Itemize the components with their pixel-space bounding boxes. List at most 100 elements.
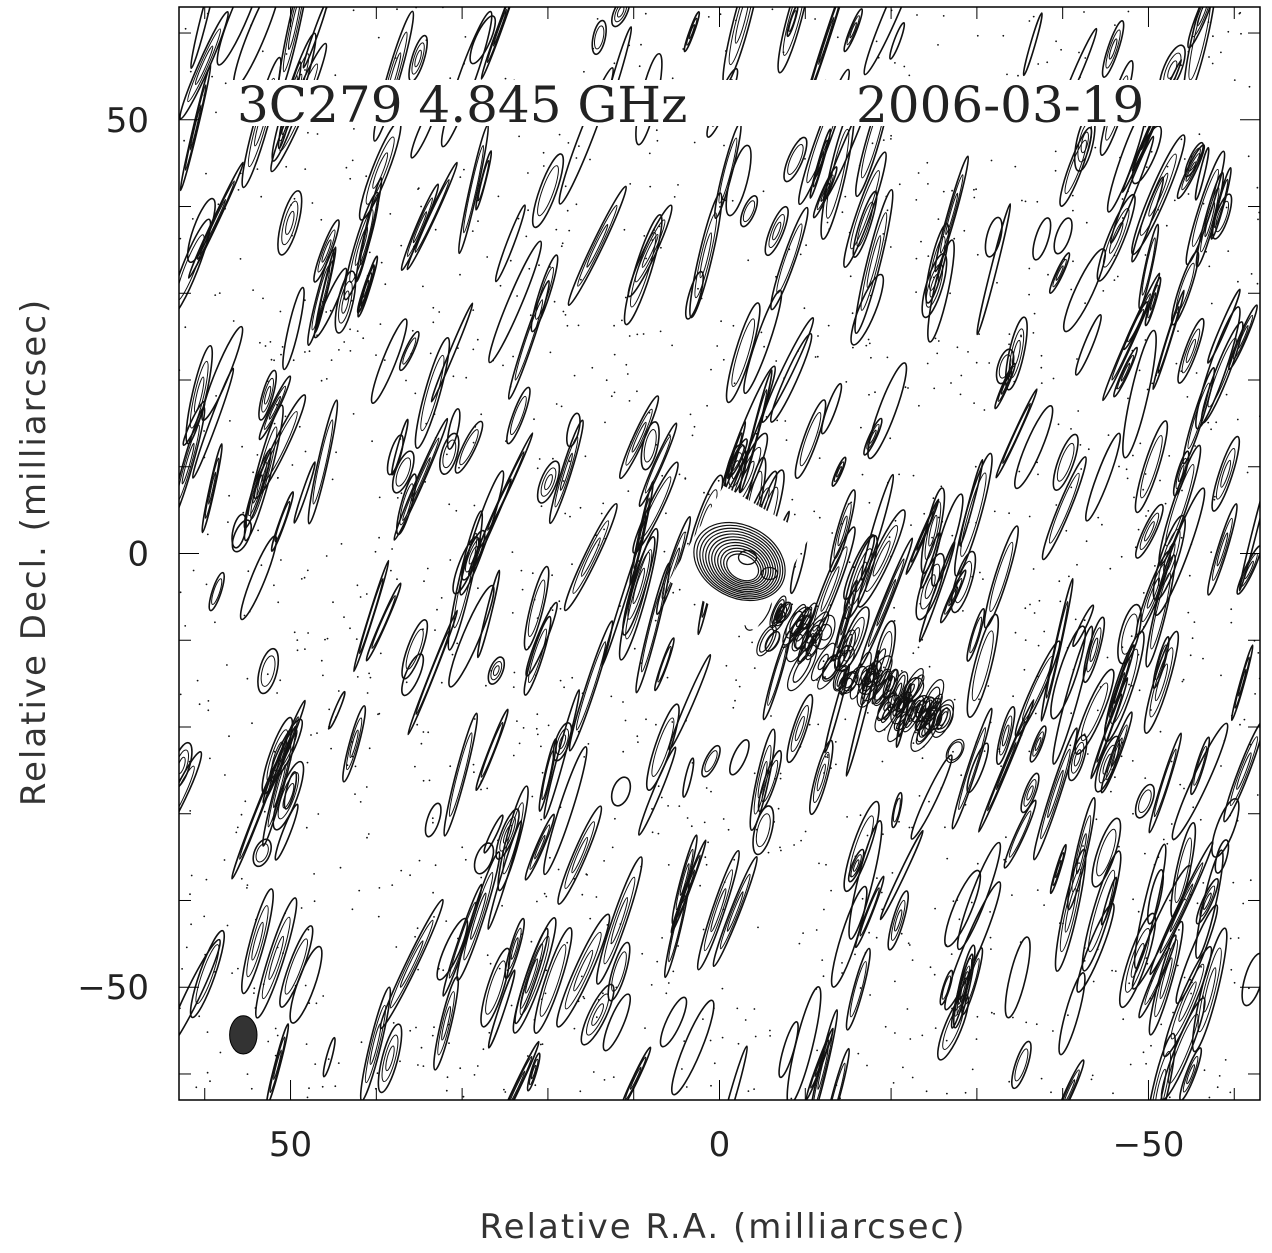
noise-contour — [591, 19, 607, 56]
noise-dot — [847, 503, 850, 506]
noise-contour-blob — [243, 404, 284, 542]
noise-contour-blob — [770, 206, 809, 311]
noise-dot — [868, 393, 870, 396]
noise-dot — [458, 466, 460, 469]
noise-dot — [351, 159, 354, 162]
noise-dot — [228, 494, 231, 497]
noise-dot — [497, 195, 500, 198]
noise-contour — [910, 754, 953, 840]
noise-dot — [542, 165, 545, 167]
noise-contour — [487, 656, 506, 685]
noise-dot — [368, 672, 370, 675]
noise-contour-blob — [729, 739, 750, 776]
noise-dot — [1243, 718, 1246, 721]
noise-dot — [946, 857, 949, 860]
noise-contour — [686, 17, 698, 46]
noise-dot — [189, 810, 192, 812]
noise-dot — [858, 164, 861, 167]
noise-dot — [623, 228, 626, 231]
noise-dot — [648, 411, 651, 414]
noise-dot — [613, 324, 615, 327]
noise-dot — [1008, 1080, 1011, 1083]
noise-dot — [179, 591, 182, 594]
noise-contour-blob — [187, 161, 245, 279]
noise-contour — [602, 993, 632, 1052]
noise-contour-blob — [277, 190, 303, 256]
noise-contour — [448, 584, 495, 688]
noise-dot — [457, 347, 459, 349]
noise-contour-blob — [1054, 1059, 1085, 1100]
noise-contour — [313, 219, 340, 283]
noise-contour-blob — [201, 443, 223, 534]
noise-dot — [971, 575, 974, 578]
noise-dot — [273, 422, 276, 425]
noise-dot — [349, 350, 352, 352]
jet-contour — [756, 624, 777, 657]
noise-contour-blob — [469, 15, 497, 65]
noise-contour — [1122, 301, 1149, 351]
noise-dot — [339, 866, 342, 869]
noise-dot — [1040, 1077, 1043, 1080]
noise-contour — [1040, 577, 1074, 722]
noise-contour-blob — [494, 1040, 540, 1100]
noise-dot — [1008, 512, 1010, 515]
noise-dot — [1180, 370, 1183, 373]
noise-contour — [1182, 1055, 1199, 1093]
noise-contour — [999, 715, 1013, 756]
noise-dot — [1225, 206, 1228, 209]
noise-contour — [625, 1056, 647, 1100]
noise-contour-blob — [927, 239, 955, 343]
noise-dot — [707, 493, 710, 496]
noise-contour-blob — [487, 820, 523, 930]
noise-contour — [442, 439, 457, 469]
noise-contour-blob — [1134, 503, 1164, 559]
noise-contour — [447, 510, 484, 651]
noise-dot — [724, 199, 727, 202]
noise-dot — [422, 731, 425, 733]
noise-dot — [1120, 755, 1123, 758]
noise-dot — [349, 627, 351, 630]
noise-dot — [1165, 224, 1168, 227]
noise-contour-blob — [1112, 346, 1139, 398]
noise-dot — [1142, 592, 1145, 594]
noise-dot — [542, 151, 545, 154]
noise-contour — [293, 461, 316, 524]
noise-contour — [231, 756, 281, 880]
noise-dot — [839, 1097, 841, 1100]
noise-contour-blob — [944, 869, 982, 948]
noise-contour-blob — [523, 565, 550, 651]
jet-contour — [921, 679, 945, 720]
noise-dot — [1150, 709, 1152, 711]
noise-contour — [187, 161, 245, 279]
noise-dot — [886, 209, 889, 212]
noise-dot — [290, 204, 292, 206]
noise-dot — [733, 382, 736, 385]
noise-dot — [471, 230, 474, 233]
noise-contour — [537, 165, 559, 217]
noise-dot — [628, 400, 631, 402]
noise-dot — [940, 485, 943, 488]
noise-dot — [683, 1040, 686, 1042]
noise-dot — [292, 359, 295, 362]
noise-contour-blob — [190, 7, 219, 70]
noise-dot — [865, 344, 868, 347]
y-tick-label: −50 — [77, 968, 149, 1008]
noise-dot — [1220, 674, 1222, 677]
noise-dot — [884, 1025, 887, 1028]
noise-dot — [860, 426, 862, 429]
jet-contour — [769, 595, 787, 629]
noise-dot — [744, 1019, 747, 1021]
noise-dot — [1180, 138, 1183, 141]
noise-dot — [751, 641, 753, 644]
noise-dot — [192, 569, 195, 572]
noise-contour-blob — [442, 883, 483, 997]
noise-dot — [644, 1027, 646, 1029]
noise-dot — [480, 788, 482, 791]
noise-dot — [912, 652, 915, 655]
noise-dot — [885, 195, 888, 198]
noise-dot — [804, 158, 806, 160]
noise-contour — [1148, 172, 1169, 217]
noise-dot — [667, 864, 670, 866]
noise-dot — [190, 874, 193, 877]
noise-contour — [1074, 314, 1102, 376]
